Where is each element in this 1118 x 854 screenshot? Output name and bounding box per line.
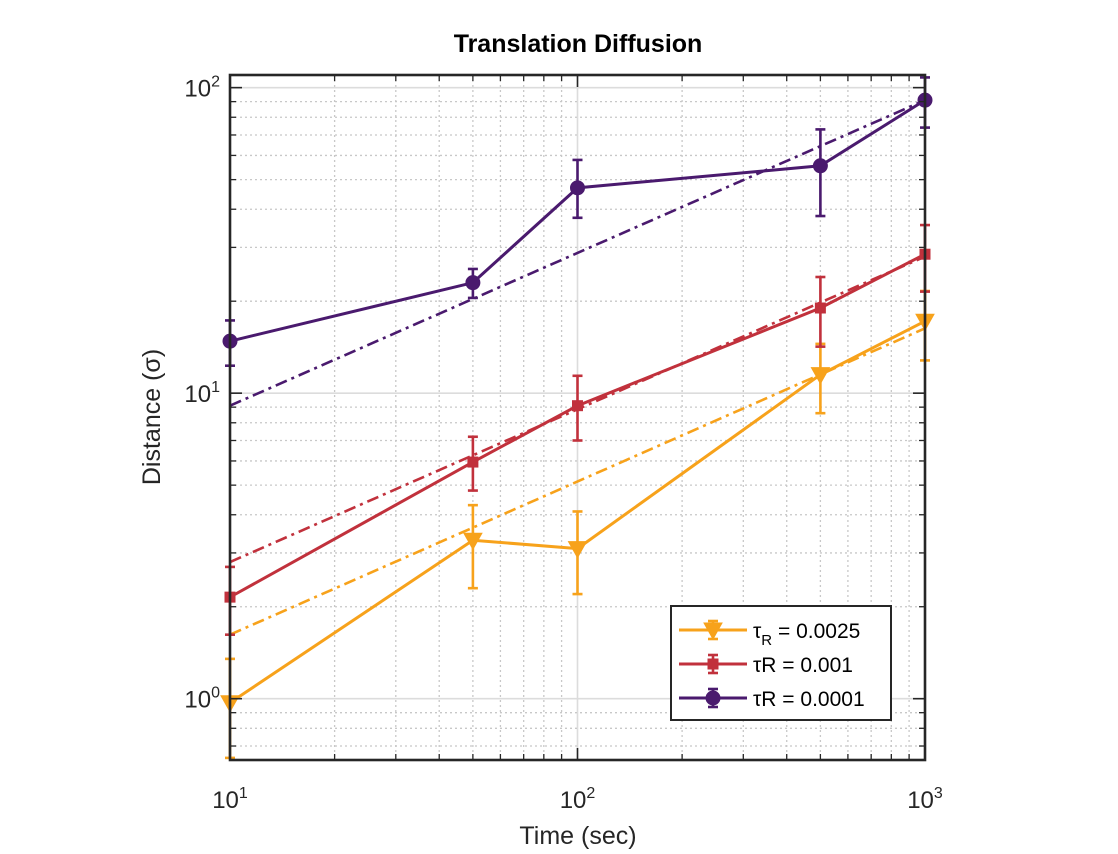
y-tick-label: 100 <box>184 685 220 714</box>
y-tick-label: 102 <box>184 74 220 103</box>
tick-labels-layer: 101 102 103 100 101 102 <box>184 74 943 814</box>
y-axis-label: Distance (σ) <box>138 349 166 485</box>
data-point <box>567 541 588 559</box>
chart-title: Translation Diffusion <box>454 30 703 58</box>
x-tick-label: 103 <box>907 785 943 814</box>
fit-line <box>229 98 926 407</box>
ticks-layer <box>229 75 925 760</box>
legend: τR = 0.0025 τR = 0.001 τR = 0.0001 <box>670 605 892 721</box>
legend-label: τR = 0.0001 <box>753 688 865 711</box>
data-point <box>812 158 828 174</box>
data-point <box>463 532 483 551</box>
fit-line <box>229 327 926 636</box>
data-point <box>465 275 481 291</box>
legend-entry: τR = 0.0025 <box>679 619 860 649</box>
x-tick-label: 101 <box>212 785 248 814</box>
legend-entry: τR = 0.001 <box>679 653 853 677</box>
x-axis-label: Time (sec) <box>519 822 636 850</box>
data-point <box>810 367 831 385</box>
data-point <box>570 180 585 196</box>
data-point <box>467 456 479 468</box>
legend-label: τR = 0.0025 <box>753 620 860 649</box>
legend-marker <box>705 690 721 706</box>
data-point <box>814 302 826 314</box>
y-tick-label: 101 <box>184 379 220 408</box>
legend-marker <box>703 622 723 641</box>
legend-marker <box>707 658 719 670</box>
x-tick-label: 102 <box>560 785 596 814</box>
legend-entry: τR = 0.0001 <box>679 687 865 711</box>
data-point <box>572 400 583 412</box>
legend-label: τR = 0.001 <box>753 654 853 677</box>
